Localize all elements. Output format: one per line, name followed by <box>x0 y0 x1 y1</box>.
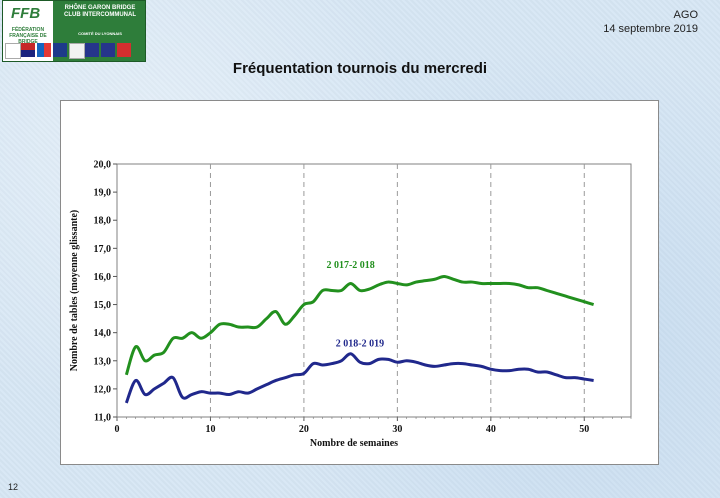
meeting-info: AGO 14 septembre 2019 <box>603 8 698 36</box>
flag-icon <box>101 43 115 57</box>
y-tick-label: 19,0 <box>94 188 112 199</box>
x-tick-label: 50 <box>579 424 589 435</box>
slide-number: 12 <box>8 482 19 492</box>
chart-frame: 0 10 20 30 40 50 11,0 12,0 13,0 14,0 15,0 16,0 17,0 1… <box>60 100 659 465</box>
ffb-logo-text: FFB <box>11 5 41 22</box>
y-tick-label: 11,0 <box>94 413 111 424</box>
x-tick-label: 10 <box>205 424 215 435</box>
y-axis-label: Nombre de tables (moyenne glissante) <box>69 210 80 371</box>
y-tick-label: 12,0 <box>94 384 112 395</box>
club-logo: FFB FÉDÉRATION FRANÇAISE DE BRIDGE RHÔNE… <box>2 0 146 62</box>
flag-icon <box>37 43 51 57</box>
federation-text: FÉDÉRATION FRANÇAISE DE BRIDGE <box>9 27 47 45</box>
plot-area <box>116 163 632 418</box>
flag-icon <box>85 43 99 57</box>
series-line <box>124 274 595 376</box>
x-tick-label: 30 <box>392 424 402 435</box>
series-label: 2 017-2 018 <box>326 260 374 271</box>
x-tick-label: 0 <box>115 424 120 435</box>
club-name: RHÔNE GARON BRIDGE CLUB INTERCOMMUNAL <box>64 5 136 18</box>
flag-icon <box>69 43 85 59</box>
y-tick-label: 17,0 <box>94 244 112 255</box>
y-tick-label: 15,0 <box>94 300 112 311</box>
x-axis-label: Nombre de semaines <box>310 438 398 449</box>
y-tick-label: 18,0 <box>94 216 112 227</box>
x-tick-label: 40 <box>486 424 496 435</box>
slide-title: Fréquentation tournois du mercredi <box>232 60 488 77</box>
series-line <box>124 352 594 404</box>
flag-icon <box>53 43 67 57</box>
y-tick-label: 14,0 <box>94 328 112 339</box>
comite-name: COMITÉ DU LYONNAIS <box>78 31 122 36</box>
line-chart: 0 10 20 30 40 50 11,0 12,0 13,0 14,0 15,0 16,0 17,0 1… <box>69 160 632 449</box>
y-tick-label: 20,0 <box>94 160 112 171</box>
series-label: 2 018-2 019 <box>336 339 384 350</box>
y-tick-label: 16,0 <box>94 272 112 283</box>
flag-icon <box>117 43 131 57</box>
y-tick-label: 13,0 <box>94 356 112 367</box>
meeting-date: 14 septembre 2019 <box>603 23 698 35</box>
x-tick-label: 20 <box>299 424 309 435</box>
flag-icon <box>5 43 21 59</box>
meeting-name: AGO <box>673 9 698 21</box>
flag-icon <box>21 43 35 57</box>
